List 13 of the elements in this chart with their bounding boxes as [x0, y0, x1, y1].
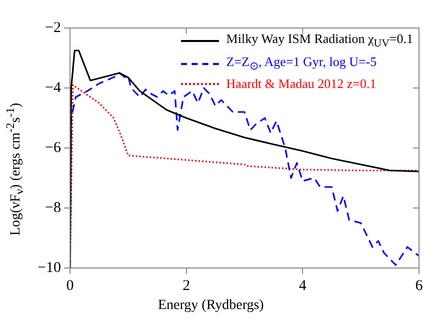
legend-label: Haardt & Madau 2012 z=0.1 [226, 75, 376, 92]
legend-label: Z=Z$_{⊙}$, Age=1 Gyr, log U=-5 [226, 52, 377, 74]
x-tick-label: 0 [66, 278, 74, 294]
y-tick-label: −6 [45, 140, 62, 156]
x-tick-label: 4 [298, 278, 307, 294]
x-tick-label: 6 [415, 278, 424, 294]
y-tick-label: −10 [38, 260, 61, 276]
y-tick-label: −2 [45, 20, 61, 36]
x-tick-label: 2 [182, 278, 190, 294]
x-axis-title: Energy (Rydbergs) [158, 298, 264, 314]
legend-label: Milky Way ISM Radiation χ$_{UV}$=0.1 [226, 30, 413, 52]
y-tick-label: −4 [45, 80, 62, 96]
y-tick-label: −8 [45, 200, 61, 216]
